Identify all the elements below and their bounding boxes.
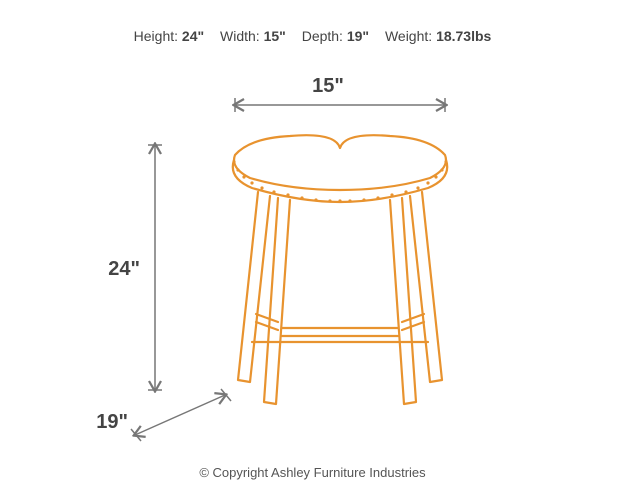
height-dimension: 24" <box>108 145 162 390</box>
copyright-text: © Copyright Ashley Furniture Industries <box>0 465 625 480</box>
spec-weight-value: 18.73lbs <box>436 28 491 44</box>
width-dimension: 15" <box>235 75 445 112</box>
stool-drawing <box>232 135 447 404</box>
depth-dimension: 19" <box>96 389 231 441</box>
spec-height-label: Height: <box>134 28 178 44</box>
spec-bar: Height: 24" Width: 15" Depth: 19" Weight… <box>0 28 625 44</box>
height-dim-label: 24" <box>108 258 140 280</box>
width-dim-label: 15" <box>312 75 344 97</box>
spec-depth-value: 19" <box>347 28 369 44</box>
spec-weight-label: Weight: <box>385 28 432 44</box>
spec-width-label: Width: <box>220 28 260 44</box>
spec-height-value: 24" <box>182 28 204 44</box>
spec-width-value: 15" <box>264 28 286 44</box>
spec-depth-label: Depth: <box>302 28 343 44</box>
depth-dim-label: 19" <box>96 411 128 433</box>
stool-diagram: 15" 24" 19" <box>0 60 625 460</box>
